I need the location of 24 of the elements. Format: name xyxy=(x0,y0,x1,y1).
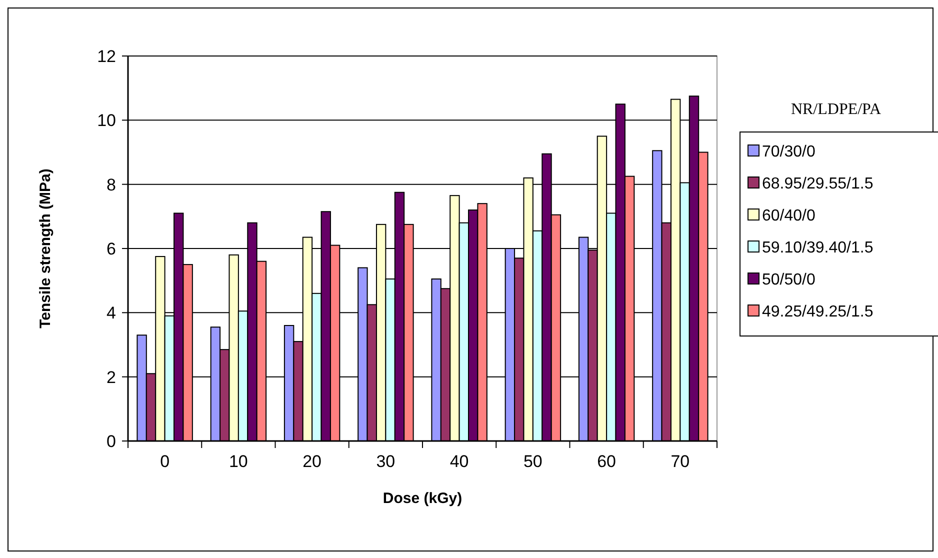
x-tick-label: 40 xyxy=(450,452,469,471)
x-tick-label: 70 xyxy=(670,452,690,471)
y-tick-label: 12 xyxy=(97,46,116,66)
x-tick-label: 60 xyxy=(597,452,616,471)
x-tick-label: 30 xyxy=(376,452,396,471)
x-tick-label: 0 xyxy=(160,452,170,471)
legend-label: 50/50/0 xyxy=(762,272,816,289)
legend-label: 60/40/0 xyxy=(762,208,816,225)
legend-label: 70/30/0 xyxy=(762,144,816,161)
legend-label: 59.10/39.40/1.5 xyxy=(762,240,874,257)
y-axis-title: Tensile strength (MPa) xyxy=(37,168,54,328)
legend-label: 68.95/29.55/1.5 xyxy=(762,176,874,193)
legend-title: NR/LDPE/PA xyxy=(790,101,882,118)
y-tick-label: 0 xyxy=(106,432,116,451)
y-tick-label: 2 xyxy=(106,368,116,387)
x-axis-title: Dose (kGy) xyxy=(382,490,462,507)
x-tick-label: 20 xyxy=(302,452,322,471)
x-tick-label: 50 xyxy=(523,452,542,471)
y-tick-label: 6 xyxy=(106,239,116,258)
x-tick-label: 10 xyxy=(228,452,248,471)
y-tick-label: 4 xyxy=(106,304,116,323)
y-tick-label: 8 xyxy=(106,175,116,194)
legend-label: 49.25/49.25/1.5 xyxy=(762,304,874,321)
y-tick-label: 10 xyxy=(97,111,116,130)
